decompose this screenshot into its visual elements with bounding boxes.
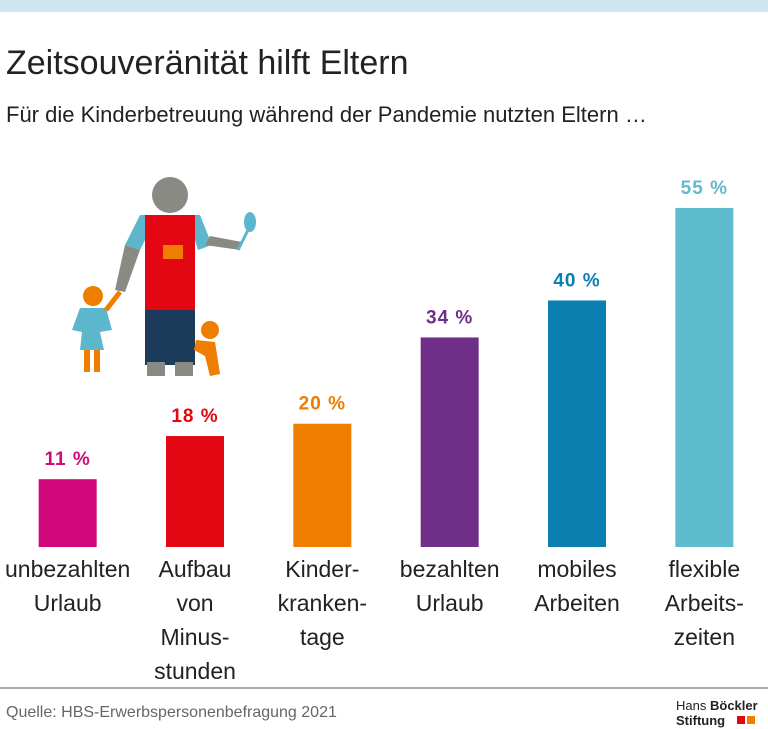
x-tick-label: Arbeiten <box>534 590 620 616</box>
source: Quelle: HBS-Erwerbspersonenbefragung 202… <box>6 704 337 721</box>
logo-text: Hans <box>676 698 707 713</box>
value-label: 40 % <box>553 270 600 291</box>
logo-text: Böckler <box>710 698 758 713</box>
bar <box>38 479 97 547</box>
x-tick-label: Arbeits- <box>665 590 744 616</box>
x-tick-label: bezahlten <box>400 556 500 582</box>
x-tick-label: tage <box>300 624 345 650</box>
chart-subtitle: Für die Kinderbetreuung während der Pand… <box>6 102 647 127</box>
value-label: 20 % <box>299 394 346 415</box>
bar <box>293 423 352 547</box>
top-band <box>0 0 768 12</box>
x-tick-label: kranken- <box>278 590 367 616</box>
x-tick-label: zeiten <box>674 624 735 650</box>
logo-text: Hans Böckler <box>676 698 758 713</box>
value-label: 34 % <box>426 307 473 328</box>
bar <box>420 337 479 547</box>
x-tick-label: Urlaub <box>416 590 484 616</box>
bar <box>675 208 734 547</box>
x-tick-label: von <box>176 590 213 616</box>
value-label: 11 % <box>45 449 91 470</box>
x-tick-label: Urlaub <box>34 590 102 616</box>
value-label: 18 % <box>171 406 218 427</box>
x-tick-label: flexible <box>669 556 741 582</box>
x-tick-label: unbezahlten <box>5 556 130 582</box>
x-tick-label: mobiles <box>537 556 616 582</box>
x-tick-label: Minus- <box>160 624 229 650</box>
chart-title: Zeitsouveränität hilft Eltern <box>6 44 409 82</box>
bar <box>548 300 606 547</box>
logo-text: Stiftung <box>676 713 725 728</box>
illustration <box>72 177 256 376</box>
x-tick-label: Aufbau <box>159 556 232 582</box>
x-tick-label: Kinder- <box>285 556 359 582</box>
value-label: 55 % <box>681 178 728 199</box>
x-tick-label: stunden <box>154 658 236 684</box>
logo: Hans Böckler Stiftung <box>676 698 758 728</box>
bar <box>166 436 224 547</box>
